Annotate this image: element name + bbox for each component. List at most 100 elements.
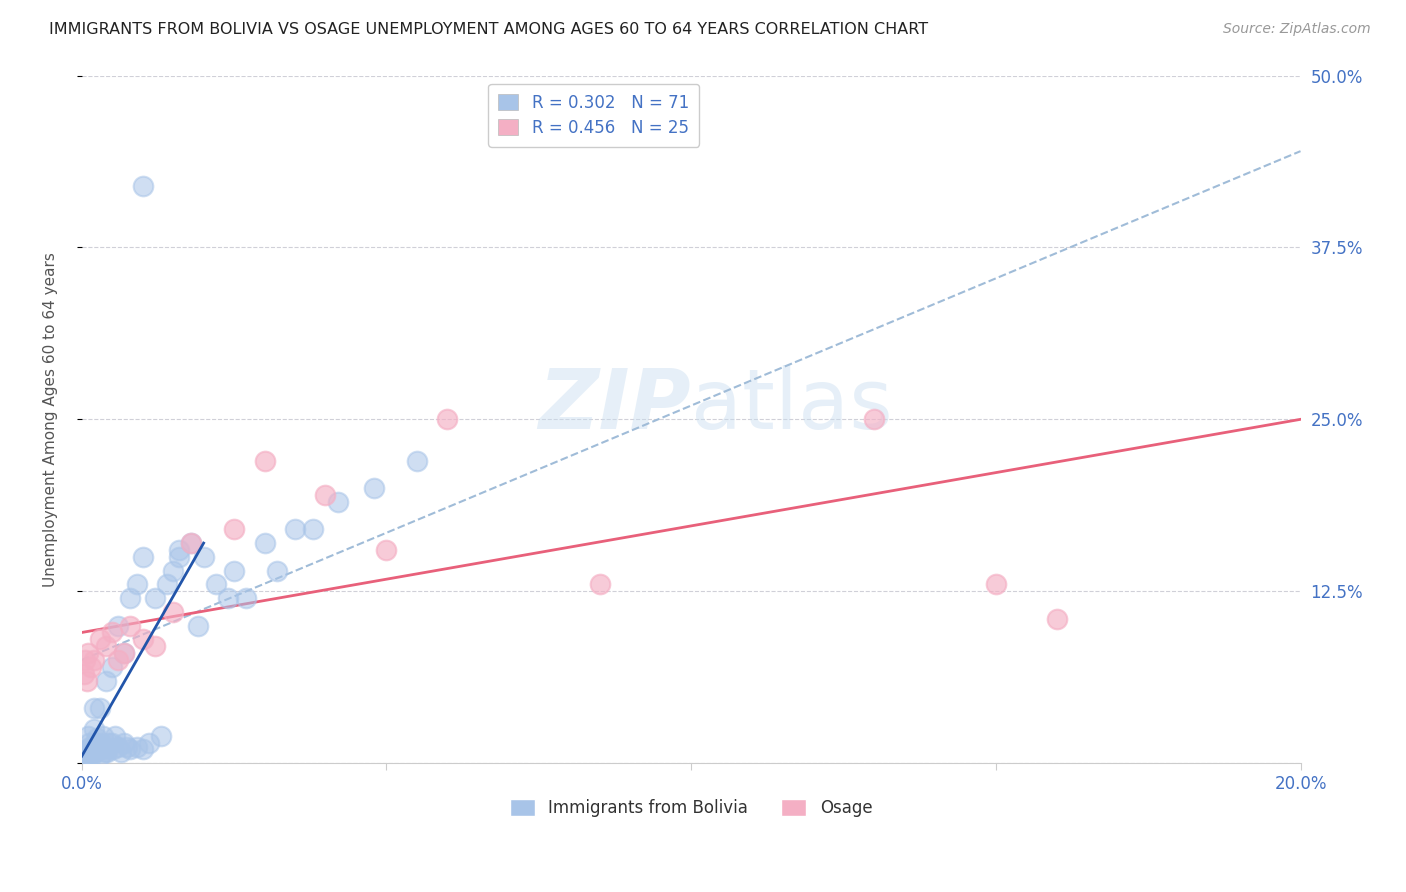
- Point: [117, 739, 139, 754]
- Point: [131, 178, 153, 193]
- Point: [112, 646, 135, 660]
- Point: [589, 577, 612, 591]
- Point: [125, 577, 148, 591]
- Point: [90, 735, 112, 749]
- Point: [101, 735, 124, 749]
- Point: [180, 536, 202, 550]
- Point: [167, 549, 190, 564]
- Point: [266, 564, 288, 578]
- Point: [91, 729, 114, 743]
- Point: [89, 701, 111, 715]
- Point: [143, 591, 166, 606]
- Point: [101, 660, 124, 674]
- Point: [131, 549, 153, 564]
- Point: [76, 646, 98, 660]
- Point: [363, 481, 385, 495]
- Point: [86, 731, 108, 746]
- Point: [131, 632, 153, 647]
- Point: [284, 522, 307, 536]
- Point: [149, 729, 172, 743]
- Point: [375, 543, 398, 558]
- Point: [98, 735, 121, 749]
- Point: [120, 742, 142, 756]
- Point: [87, 742, 110, 756]
- Point: [222, 522, 245, 536]
- Point: [75, 750, 97, 764]
- Point: [96, 745, 118, 759]
- Point: [107, 739, 129, 754]
- Point: [253, 453, 276, 467]
- Point: [84, 735, 107, 749]
- Y-axis label: Unemployment Among Ages 60 to 64 years: Unemployment Among Ages 60 to 64 years: [44, 252, 58, 587]
- Point: [112, 646, 135, 660]
- Point: [120, 618, 142, 632]
- Point: [162, 564, 184, 578]
- Point: [162, 605, 184, 619]
- Point: [80, 747, 103, 762]
- Point: [984, 577, 1007, 591]
- Point: [75, 747, 97, 762]
- Text: Source: ZipAtlas.com: Source: ZipAtlas.com: [1223, 22, 1371, 37]
- Point: [1046, 612, 1069, 626]
- Point: [94, 745, 117, 759]
- Point: [112, 735, 135, 749]
- Point: [72, 749, 94, 764]
- Point: [436, 412, 458, 426]
- Point: [131, 742, 153, 756]
- Point: [80, 742, 103, 756]
- Point: [89, 749, 111, 764]
- Point: [156, 577, 179, 591]
- Point: [167, 543, 190, 558]
- Point: [863, 412, 886, 426]
- Point: [204, 577, 226, 591]
- Text: ZIP: ZIP: [538, 365, 692, 446]
- Point: [73, 752, 96, 766]
- Point: [80, 749, 103, 764]
- Point: [80, 660, 103, 674]
- Point: [125, 739, 148, 754]
- Point: [83, 653, 105, 667]
- Point: [79, 745, 101, 759]
- Point: [222, 564, 245, 578]
- Point: [73, 653, 96, 667]
- Point: [302, 522, 325, 536]
- Point: [77, 735, 100, 749]
- Point: [79, 739, 101, 754]
- Point: [186, 618, 208, 632]
- Point: [76, 742, 98, 756]
- Point: [94, 639, 117, 653]
- Point: [76, 729, 98, 743]
- Point: [94, 742, 117, 756]
- Point: [326, 495, 349, 509]
- Point: [193, 549, 215, 564]
- Point: [83, 701, 105, 715]
- Text: IMMIGRANTS FROM BOLIVIA VS OSAGE UNEMPLOYMENT AMONG AGES 60 TO 64 YEARS CORRELAT: IMMIGRANTS FROM BOLIVIA VS OSAGE UNEMPLO…: [49, 22, 928, 37]
- Point: [94, 673, 117, 688]
- Point: [73, 745, 96, 759]
- Point: [101, 625, 124, 640]
- Legend: Immigrants from Bolivia, Osage: Immigrants from Bolivia, Osage: [503, 792, 879, 823]
- Point: [107, 618, 129, 632]
- Point: [315, 488, 337, 502]
- Point: [235, 591, 257, 606]
- Point: [180, 536, 202, 550]
- Point: [83, 745, 105, 759]
- Point: [76, 673, 98, 688]
- Point: [89, 632, 111, 647]
- Point: [72, 749, 94, 764]
- Point: [253, 536, 276, 550]
- Point: [72, 666, 94, 681]
- Point: [217, 591, 239, 606]
- Point: [143, 639, 166, 653]
- Point: [83, 722, 105, 736]
- Point: [107, 653, 129, 667]
- Point: [406, 453, 429, 467]
- Point: [110, 745, 132, 759]
- Point: [89, 742, 111, 756]
- Point: [104, 729, 127, 743]
- Text: atlas: atlas: [692, 365, 893, 446]
- Point: [76, 747, 98, 761]
- Point: [103, 742, 125, 756]
- Point: [138, 735, 160, 749]
- Point: [120, 591, 142, 606]
